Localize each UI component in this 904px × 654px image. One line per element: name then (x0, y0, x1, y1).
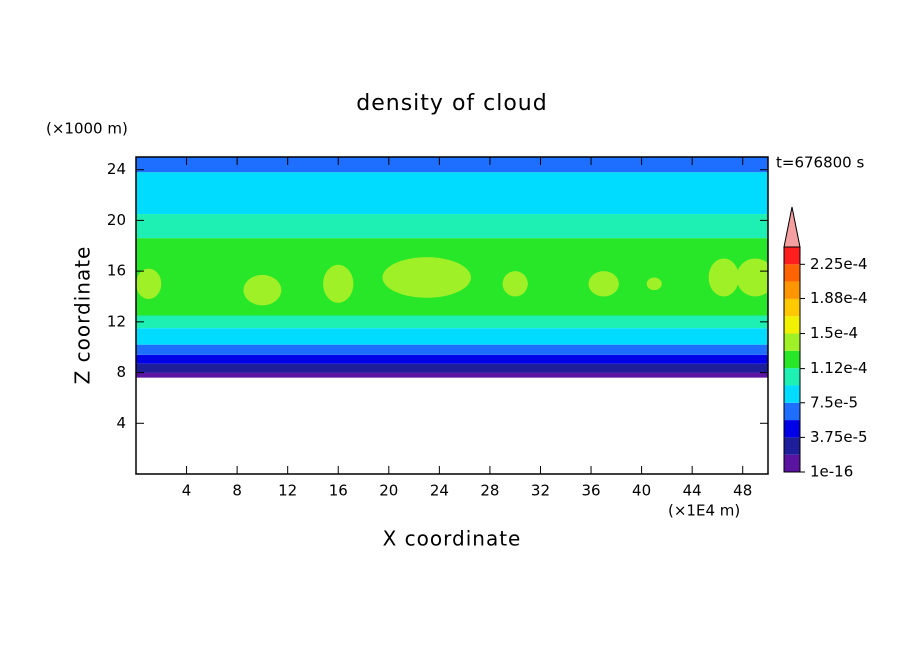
contour-band (136, 344, 768, 355)
colorbar-tick-label: 3.75e-5 (810, 428, 868, 446)
contour-blob (736, 258, 768, 297)
contour-blob (136, 268, 162, 300)
colorbar-band (784, 316, 800, 334)
plot-frame (135, 156, 769, 475)
x-tick-label: 20 (379, 482, 398, 500)
chart-title: density of cloud (356, 91, 547, 116)
contour-blob (323, 264, 354, 303)
x-tick-label: 8 (232, 482, 242, 500)
y-tick-label: 24 (107, 160, 126, 178)
contour-band (136, 157, 768, 173)
colorbar-frame (783, 246, 801, 473)
y-tick-label: 4 (116, 414, 126, 432)
x-tick-label: 44 (683, 482, 702, 500)
contour-band (136, 315, 768, 329)
x-tick-label: 24 (430, 482, 449, 500)
x-tick-label: 12 (278, 482, 297, 500)
contour-blob (382, 257, 471, 298)
colorbar-tick-label: 1e-16 (810, 463, 853, 481)
colorbar-band (784, 385, 800, 403)
colorbar-tick-label: 1.5e-4 (810, 324, 858, 342)
contour-band (136, 172, 768, 215)
x-tick-label: 36 (581, 482, 600, 500)
colorbar-band (784, 350, 800, 369)
colorbar-tick-label: 2.25e-4 (810, 255, 868, 273)
colorbar-band (784, 454, 800, 472)
contour-band (136, 214, 768, 239)
x-tick-label: 48 (733, 482, 752, 500)
x-tick-label: 40 (632, 482, 651, 500)
y-tick-label: 8 (116, 363, 126, 381)
colorbar-band (784, 368, 800, 386)
x-axis-label: X coordinate (383, 527, 522, 551)
colorbar-band (784, 437, 800, 455)
contour-blob (708, 258, 739, 297)
contour-band (136, 363, 768, 373)
contour-band (136, 354, 768, 364)
colorbar-band (784, 247, 800, 265)
colorbar-band (784, 402, 800, 421)
contour-blob (588, 271, 619, 297)
y-unit: (×1000 m) (46, 120, 128, 138)
x-tick-label: 4 (182, 482, 192, 500)
contour-band (136, 372, 768, 378)
contour-blob (243, 274, 282, 306)
x-unit: (×1E4 m) (668, 502, 740, 520)
contour-blob (502, 271, 528, 297)
y-tick-label: 16 (107, 262, 126, 280)
contour-blob (646, 277, 662, 291)
x-tick-label: 28 (480, 482, 499, 500)
colorbar-band (784, 264, 800, 282)
colorbar-band (784, 333, 800, 351)
colorbar-band (784, 281, 800, 299)
colorbar-tick-label: 7.5e-5 (810, 393, 858, 411)
x-tick-label: 16 (329, 482, 348, 500)
colorbar-band (784, 420, 800, 438)
contour-band (136, 328, 768, 345)
colorbar-extend (783, 206, 801, 248)
colorbar-tick-label: 1.12e-4 (810, 359, 868, 377)
y-axis-label: Z coordinate (71, 246, 95, 385)
annotation: t=676800 s (776, 154, 864, 172)
x-tick-label: 32 (531, 482, 550, 500)
y-tick-label: 20 (107, 211, 126, 229)
y-tick-label: 12 (107, 312, 126, 330)
colorbar-band (784, 298, 800, 317)
colorbar-tick-label: 1.88e-4 (810, 289, 868, 307)
